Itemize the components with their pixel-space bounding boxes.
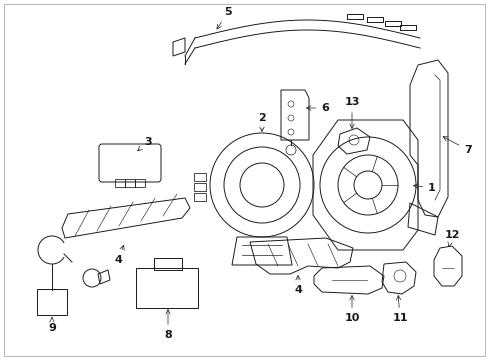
Text: 6: 6	[306, 103, 328, 113]
Text: 10: 10	[344, 296, 359, 323]
Text: 1: 1	[413, 183, 435, 193]
Text: 8: 8	[164, 310, 171, 340]
Text: 9: 9	[48, 317, 56, 333]
Text: 7: 7	[442, 137, 471, 155]
Text: 4: 4	[114, 245, 124, 265]
Text: 4: 4	[293, 275, 301, 295]
Text: 5: 5	[217, 7, 231, 29]
Text: 12: 12	[443, 230, 459, 247]
Text: 11: 11	[391, 296, 407, 323]
Text: 2: 2	[258, 113, 265, 131]
Text: 3: 3	[138, 137, 151, 151]
Text: 13: 13	[344, 97, 359, 129]
